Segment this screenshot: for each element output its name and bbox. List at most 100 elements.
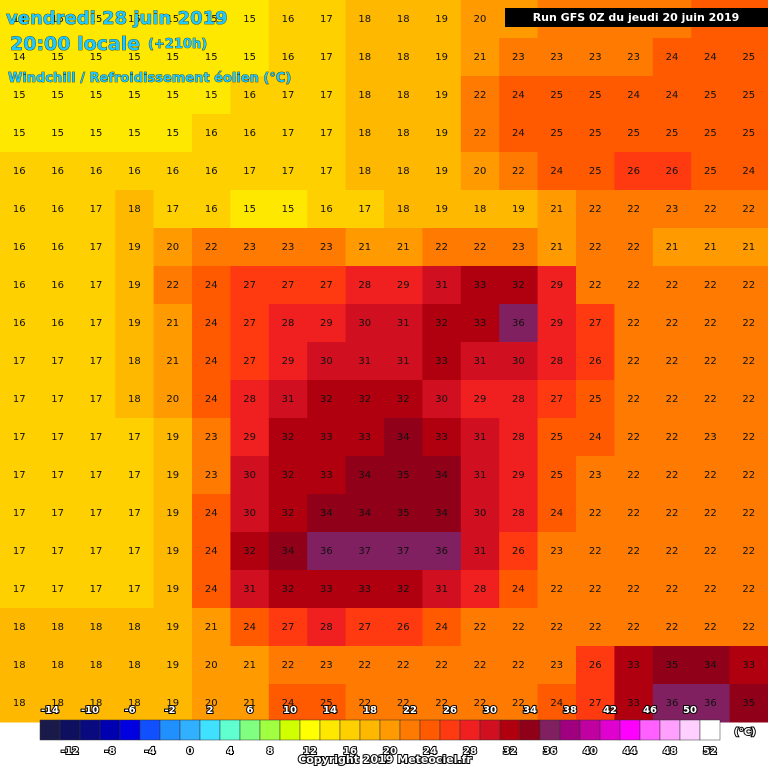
cell [652, 342, 692, 381]
cell [115, 608, 155, 647]
cell [76, 380, 116, 419]
legend-label: 48 [663, 746, 677, 757]
cell [652, 380, 692, 419]
cell [0, 38, 39, 77]
cell [499, 646, 539, 685]
cell [307, 456, 347, 495]
cell [38, 152, 78, 191]
cell [0, 152, 39, 191]
cell-value: 17 [13, 508, 26, 519]
cell-value: 15 [13, 128, 26, 139]
cell [38, 38, 78, 77]
cell [38, 0, 78, 39]
cell-value: 17 [320, 14, 333, 25]
cell-value: 33 [320, 432, 333, 443]
cell [153, 684, 193, 723]
cell [499, 304, 539, 343]
cell [230, 684, 270, 723]
cell-value: 22 [358, 698, 371, 709]
cell [537, 304, 577, 343]
legend-swatch [479, 719, 501, 741]
cell-value: 27 [282, 622, 295, 633]
cell [537, 380, 577, 419]
legend-label: 40 [583, 746, 597, 757]
cell [268, 608, 308, 647]
cell [729, 342, 768, 381]
cell-value: 18 [128, 204, 141, 215]
cell-value: 28 [474, 584, 487, 595]
cell-value: 34 [397, 432, 410, 443]
cell-value: 22 [666, 470, 679, 481]
cell [691, 456, 731, 495]
cell-value: 37 [358, 546, 371, 557]
cell-value: 31 [435, 280, 448, 291]
cell [76, 152, 116, 191]
cell-value: 22 [742, 280, 755, 291]
cell [614, 38, 654, 77]
cell [307, 266, 347, 305]
cell-value: 18 [397, 128, 410, 139]
cell [652, 38, 692, 77]
cell [729, 152, 768, 191]
cell [230, 304, 270, 343]
legend-label: 12 [303, 746, 317, 757]
cell-value: 28 [512, 394, 525, 405]
cell [307, 0, 347, 39]
cell-value: 17 [90, 508, 103, 519]
cell [652, 646, 692, 685]
cell [345, 228, 385, 267]
cell-value: 22 [512, 660, 525, 671]
cell-value: 22 [704, 470, 717, 481]
cell-value: 22 [742, 204, 755, 215]
legend-swatch [279, 719, 301, 741]
cell-value: 15 [13, 90, 26, 101]
cell [115, 228, 155, 267]
cell-value: 30 [435, 394, 448, 405]
cell-value: 26 [397, 622, 410, 633]
legend-label: -4 [144, 746, 155, 757]
cell-value: 17 [13, 356, 26, 367]
cell-value: 17 [90, 394, 103, 405]
cell-value: 28 [550, 356, 563, 367]
cell-value: 33 [627, 660, 640, 671]
cell [460, 418, 500, 457]
cell-value: 18 [128, 622, 141, 633]
cell [614, 152, 654, 191]
cell [499, 380, 539, 419]
cell [115, 152, 155, 191]
cell [614, 570, 654, 609]
cell-value: 22 [627, 546, 640, 557]
cell-value: 23 [550, 546, 563, 557]
cell [0, 456, 39, 495]
cell-value: 24 [205, 356, 218, 367]
cell [38, 532, 78, 571]
cell [345, 190, 385, 229]
cell-value: 33 [320, 584, 333, 595]
legend-label: 14 [323, 705, 337, 716]
cell [153, 266, 193, 305]
cell [153, 228, 193, 267]
cell-value: 22 [666, 546, 679, 557]
cell [38, 646, 78, 685]
cell-value: 22 [589, 204, 602, 215]
cell [307, 228, 347, 267]
cell-value: 25 [320, 698, 333, 709]
cell [153, 38, 193, 77]
cell-value: 16 [243, 128, 256, 139]
cell [153, 608, 193, 647]
cell [537, 456, 577, 495]
cell [38, 418, 78, 457]
cell [76, 684, 116, 723]
cell [384, 0, 423, 39]
cell-value: 17 [51, 356, 64, 367]
cell-value: 15 [51, 52, 64, 63]
cell [192, 532, 231, 571]
cell [614, 494, 654, 533]
cell-value: 21 [666, 242, 679, 253]
cell-value: 22 [704, 584, 717, 595]
cell [537, 190, 577, 229]
cell [460, 0, 500, 39]
cell [537, 38, 577, 77]
cell [153, 152, 193, 191]
cell [192, 570, 231, 609]
